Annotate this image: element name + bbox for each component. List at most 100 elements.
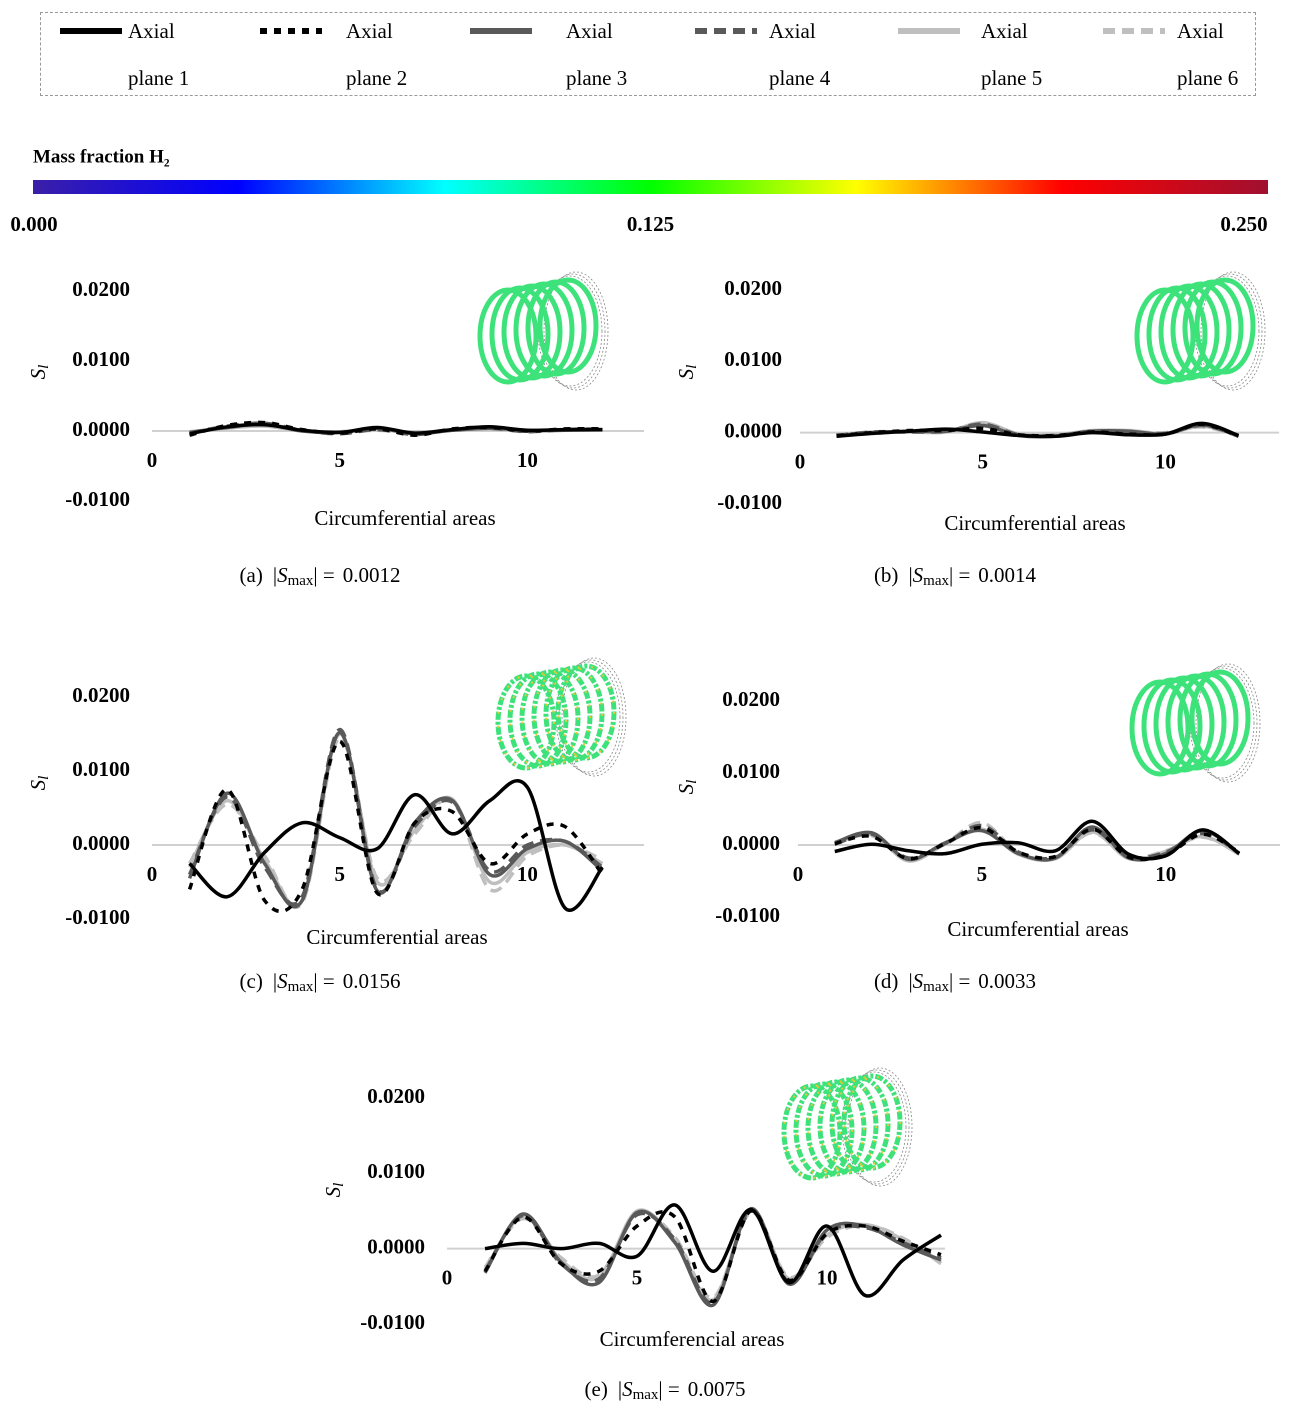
inset-image xyxy=(784,1068,912,1186)
caption-symbol: S xyxy=(913,969,924,993)
caption-value: 0.0012 xyxy=(343,563,401,587)
caption-close: | = xyxy=(658,1377,679,1401)
y-tick-label: 0.0200 xyxy=(72,277,130,301)
x-tick-label: 0 xyxy=(793,862,804,886)
y-axis-symbol: S xyxy=(26,368,50,379)
caption-close: | = xyxy=(949,563,970,587)
caption-subscript: max xyxy=(288,573,314,589)
y-tick-label: 0.0200 xyxy=(722,687,780,711)
legend-label: Axial plane 4 xyxy=(769,8,849,102)
caption-value: 0.0014 xyxy=(978,563,1036,587)
x-tick-label: 10 xyxy=(817,1265,838,1289)
y-axis-label: Sl xyxy=(26,776,53,791)
y-axis-symbol: S xyxy=(674,368,698,379)
y-tick-label: 0.0100 xyxy=(72,347,130,371)
caption-subscript: max xyxy=(923,979,949,995)
x-tick-label: 0 xyxy=(147,448,158,472)
legend-label: Axial plane 1 xyxy=(128,8,208,102)
caption-label: (c) xyxy=(240,969,263,993)
x-tick-label: 5 xyxy=(977,862,988,886)
x-axis-label: Circumferential areas xyxy=(944,511,1125,535)
y-tick-label: 0.0100 xyxy=(72,757,130,781)
y-tick-label: 0.0200 xyxy=(367,1084,425,1108)
inset-image xyxy=(1132,664,1260,782)
caption: (b)|Smax| =0.0014 xyxy=(874,563,1037,590)
caption: (c)|Smax| =0.0156 xyxy=(240,969,401,996)
y-axis-symbol: S xyxy=(674,783,698,794)
y-tick-label: 0.0100 xyxy=(724,347,782,371)
y-axis-subscript: l xyxy=(36,776,52,780)
caption-close: | = xyxy=(313,969,334,993)
y-tick-label: 0.0000 xyxy=(367,1234,425,1258)
caption: (e)|Smax| =0.0075 xyxy=(585,1377,746,1404)
y-tick-label: -0.0100 xyxy=(717,490,782,514)
x-axis-label: Circumferential areas xyxy=(947,917,1128,941)
x-tick-label: 10 xyxy=(1155,449,1176,473)
y-axis-label: Sl xyxy=(321,1183,348,1198)
caption-label: (d) xyxy=(874,969,899,993)
y-tick-label: -0.0100 xyxy=(65,905,130,929)
y-axis-label: Sl xyxy=(674,780,701,795)
x-tick-label: 10 xyxy=(517,448,538,472)
y-axis-subscript: l xyxy=(36,365,52,369)
caption-label: (a) xyxy=(240,563,263,587)
legend-label: Axial plane 6 xyxy=(1177,8,1257,102)
caption-subscript: max xyxy=(923,573,949,589)
caption-value: 0.0033 xyxy=(978,969,1036,993)
x-tick-label: 0 xyxy=(442,1265,453,1289)
y-axis-subscript: l xyxy=(684,365,700,369)
legend-label: Axial plane 2 xyxy=(346,8,426,102)
x-axis-label: Circumferencial areas xyxy=(600,1327,785,1351)
caption-symbol: S xyxy=(277,563,288,587)
caption: (a)|Smax| =0.0012 xyxy=(240,563,401,590)
y-tick-label: -0.0100 xyxy=(65,487,130,511)
x-tick-label: 5 xyxy=(334,862,345,886)
page: {"legend": {"series": [ {"name": "Axial … xyxy=(0,0,1295,1408)
y-axis-subscript: l xyxy=(684,780,700,784)
caption: (d)|Smax| =0.0033 xyxy=(874,969,1036,996)
y-tick-label: 0.0000 xyxy=(72,417,130,441)
y-tick-label: 0.0000 xyxy=(722,831,780,855)
x-tick-label: 0 xyxy=(147,862,158,886)
legend-label: Axial plane 3 xyxy=(566,8,646,102)
caption-symbol: S xyxy=(913,563,924,587)
inset-image xyxy=(1137,272,1265,390)
x-axis-label: Circumferential areas xyxy=(314,506,495,530)
y-axis-symbol: S xyxy=(26,779,50,790)
caption-value: 0.0156 xyxy=(343,969,401,993)
y-tick-label: 0.0100 xyxy=(367,1159,425,1183)
y-axis-subscript: l xyxy=(331,1183,347,1187)
caption-close: | = xyxy=(949,969,970,993)
figure: Mass fraction H₂0.0000.1250.250-0.01000.… xyxy=(0,0,1295,1408)
caption-label: (e) xyxy=(585,1377,608,1401)
x-tick-label: 5 xyxy=(334,448,345,472)
x-tick-label: 5 xyxy=(632,1265,643,1289)
y-tick-label: 0.0100 xyxy=(722,759,780,783)
colorbar xyxy=(33,180,1268,194)
colorbar-tick-label: 0.250 xyxy=(1220,212,1267,236)
caption-close: | = xyxy=(313,563,334,587)
x-tick-label: 5 xyxy=(977,449,988,473)
y-tick-label: 0.0000 xyxy=(72,831,130,855)
caption-label: (b) xyxy=(874,563,899,587)
y-tick-label: 0.0200 xyxy=(72,683,130,707)
inset-image xyxy=(498,658,626,776)
caption-value: 0.0075 xyxy=(688,1377,746,1401)
colorbar-tick-label: 0.000 xyxy=(10,212,57,236)
x-axis-label: Circumferential areas xyxy=(306,925,487,949)
y-tick-label: 0.0200 xyxy=(724,276,782,300)
caption-symbol: S xyxy=(622,1377,633,1401)
legend-label: Axial plane 5 xyxy=(981,8,1061,102)
x-tick-label: 10 xyxy=(1155,862,1176,886)
caption-subscript: max xyxy=(633,1387,659,1403)
caption-subscript: max xyxy=(288,979,314,995)
y-tick-label: -0.0100 xyxy=(360,1310,425,1334)
y-tick-label: -0.0100 xyxy=(715,903,780,927)
caption-symbol: S xyxy=(277,969,288,993)
y-axis-label: Sl xyxy=(674,365,701,380)
y-axis-label: Sl xyxy=(26,365,53,380)
y-tick-label: 0.0000 xyxy=(724,418,782,442)
colorbar-tick-label: 0.125 xyxy=(627,212,674,236)
x-tick-label: 0 xyxy=(795,449,806,473)
